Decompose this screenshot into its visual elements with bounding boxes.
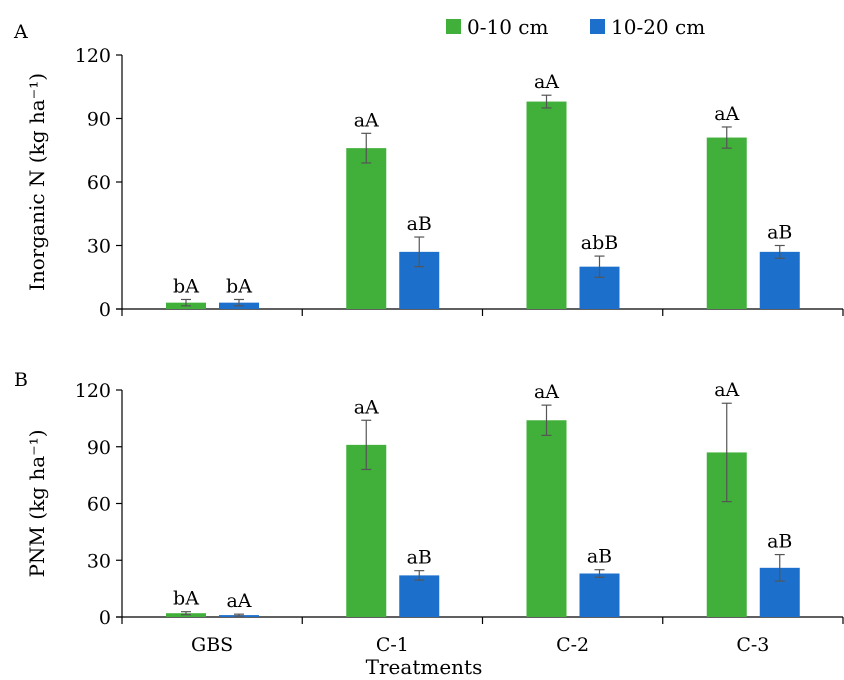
y-tick-label: 0	[99, 607, 111, 629]
bar	[759, 251, 800, 309]
legend-swatch-2	[590, 19, 605, 34]
significance-label: aA	[534, 71, 559, 93]
significance-label: aB	[767, 222, 792, 244]
y-axis-title: Inorganic N (kg ha⁻¹)	[25, 73, 49, 291]
y-tick-label: 60	[87, 172, 111, 194]
panel-a-chart: A Inorganic N (kg ha⁻¹) 0 30 60 90 120 bA bA aA aB…	[13, 21, 844, 321]
significance-label: aA	[714, 379, 739, 401]
bar	[579, 573, 620, 617]
bar	[526, 420, 567, 617]
x-tick-label: GBS	[191, 634, 233, 656]
bar	[346, 148, 387, 309]
significance-label: aB	[767, 531, 792, 553]
y-tick-label: 90	[87, 437, 111, 459]
legend-label-2: 10-20 cm	[611, 15, 705, 39]
significance-label: bA	[226, 275, 252, 297]
bar	[399, 575, 440, 617]
significance-label: aA	[714, 103, 739, 125]
significance-label: aB	[407, 213, 432, 235]
y-tick-label: 60	[87, 494, 111, 516]
legend-swatch-1	[446, 19, 461, 34]
panel-letter: A	[13, 21, 28, 43]
bar	[346, 444, 387, 617]
y-tick-label: 30	[87, 236, 111, 258]
legend: 0-10 cm 10-20 cm	[446, 15, 705, 39]
bar	[706, 137, 747, 309]
significance-label: aB	[587, 546, 612, 568]
significance-label: aA	[354, 396, 379, 418]
y-tick-label: 120	[75, 45, 111, 67]
significance-label: aB	[407, 547, 432, 569]
x-tick-label: C-3	[736, 634, 769, 656]
x-tick-label: C-1	[376, 634, 409, 656]
x-axis-title: Treatments	[366, 655, 483, 679]
significance-label: bA	[173, 588, 199, 610]
significance-label: aA	[354, 109, 379, 131]
significance-label: aA	[226, 590, 251, 612]
significance-label: aA	[534, 381, 559, 403]
legend-label-1: 0-10 cm	[467, 15, 548, 39]
y-axis-title: PNM (kg ha⁻¹)	[25, 429, 49, 577]
x-tick-label: C-2	[556, 634, 589, 656]
significance-label: bA	[173, 275, 199, 297]
y-tick-label: 90	[87, 109, 111, 131]
bar	[526, 101, 567, 309]
significance-label: abB	[581, 232, 618, 254]
y-tick-label: 0	[99, 299, 111, 321]
y-tick-label: 120	[75, 380, 111, 402]
panel-letter: B	[14, 369, 28, 391]
y-tick-label: 30	[87, 550, 111, 572]
panel-b-chart: B PNM (kg ha⁻¹) 0 30 60 90 120 bA aA GBS aA aB C-1 aA…	[14, 369, 844, 656]
